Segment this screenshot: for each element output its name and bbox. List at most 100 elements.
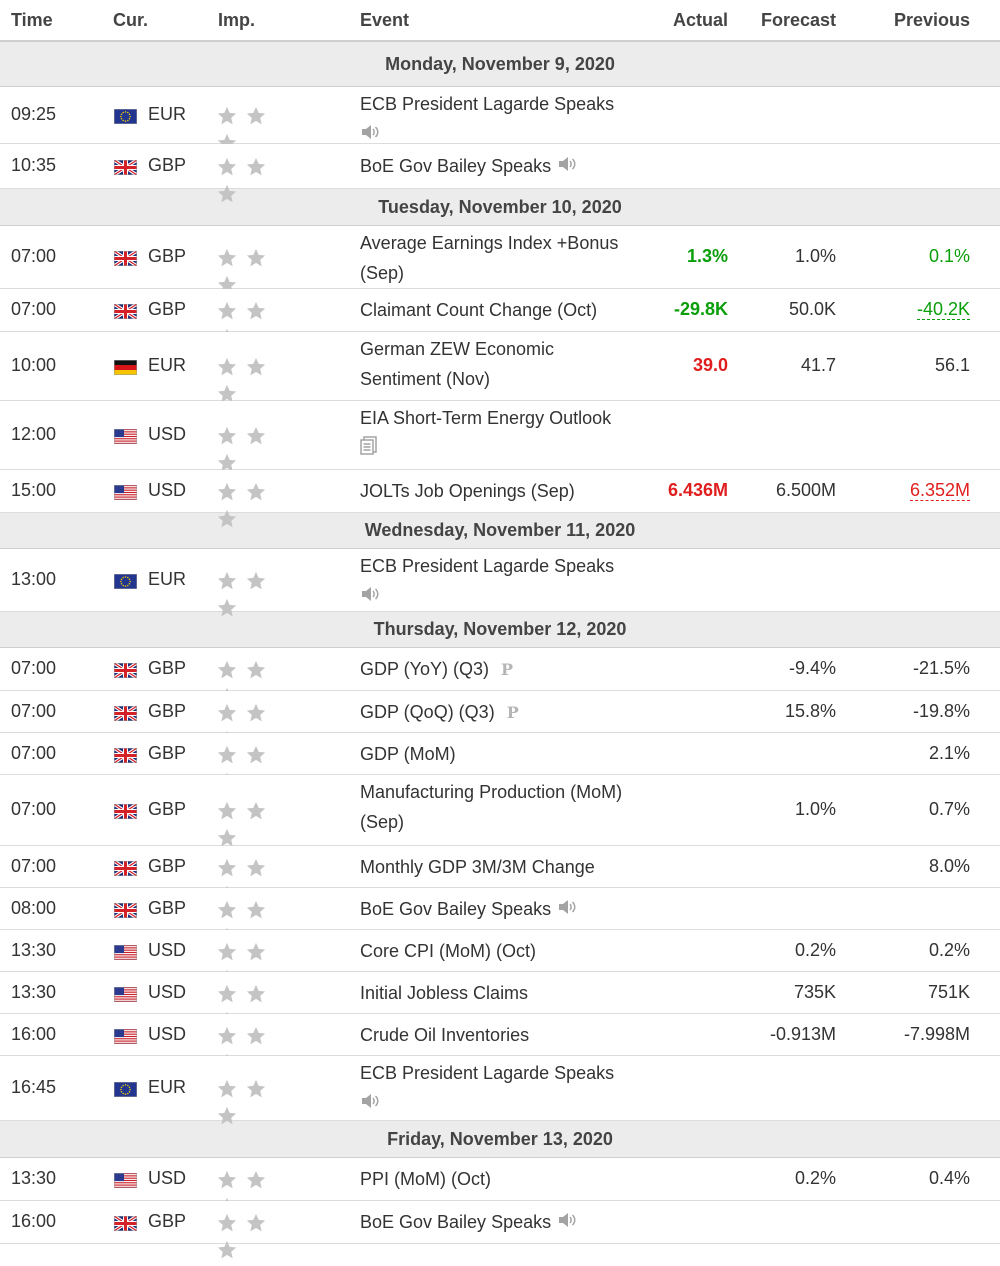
col-actual-header[interactable]: Actual	[672, 10, 728, 30]
event-name[interactable]: EIA Short-Term Energy Outlook	[360, 403, 650, 464]
report-icon[interactable]	[360, 434, 378, 464]
event-row[interactable]: 13:00 EUR ECB President Lagarde Speaks	[0, 549, 1000, 617]
event-title[interactable]: Claimant Count Change (Oct)	[360, 300, 598, 320]
event-title[interactable]: ECB President Lagarde Speaks	[360, 556, 615, 576]
event-name[interactable]: BoE Gov Bailey Speaks	[360, 151, 650, 182]
col-importance-header[interactable]: Imp.	[218, 10, 256, 30]
event-name[interactable]: German ZEW Economic Sentiment (Nov)	[360, 334, 650, 394]
event-name[interactable]: Claimant Count Change (Oct)	[360, 295, 650, 325]
event-time: 13:30	[11, 939, 57, 960]
col-forecast-header[interactable]: Forecast	[760, 10, 836, 30]
event-row[interactable]: 09:25 EUR ECB President Lagarde Speaks	[0, 87, 1000, 152]
star-icon	[216, 183, 238, 210]
event-title[interactable]: BoE Gov Bailey Speaks	[360, 156, 552, 176]
event-currency: USD	[148, 939, 187, 960]
event-row[interactable]: 13:30 USD Core CPI (MoM) (Oct) 0.2% 0.2%	[0, 930, 1000, 987]
star-icon	[245, 659, 267, 686]
event-name[interactable]: ECB President Lagarde Speaks	[360, 551, 650, 612]
event-row[interactable]: 07:00 GBP Manufacturing Production (MoM) (S…	[0, 775, 1000, 847]
speaker-icon[interactable]	[557, 895, 577, 925]
event-previous: 56.1	[935, 355, 970, 376]
event-title[interactable]: BoE Gov Bailey Speaks	[360, 1212, 552, 1232]
speaker-icon[interactable]	[557, 152, 577, 182]
event-row[interactable]: 16:00 USD Crude Oil Inventories -0.913M -7.9…	[0, 1014, 1000, 1071]
event-row[interactable]: 10:35 GBP BoE Gov Bailey Speaks	[0, 144, 1000, 203]
event-title[interactable]: Average Earnings Index +Bonus	[360, 233, 619, 253]
event-title[interactable]: BoE Gov Bailey Speaks	[360, 898, 552, 919]
event-row[interactable]: 07:00 GBP Claimant Count Change (Oct) -29.8…	[0, 289, 1000, 347]
event-title-line2[interactable]: Sentiment (Nov)	[360, 369, 491, 389]
event-currency: GBP	[148, 299, 187, 319]
speaker-icon[interactable]	[360, 120, 380, 150]
event-title[interactable]: GDP (QoQ) (Q3)	[360, 701, 495, 722]
event-title[interactable]: JOLTs Job Openings (Sep)	[360, 481, 575, 501]
event-row[interactable]: 07:00 GBP Monthly GDP 3M/3M Change 8.0%	[0, 846, 1000, 903]
star-icon	[245, 800, 267, 827]
event-title-line2[interactable]: (Sep)	[360, 263, 405, 283]
event-title[interactable]: GDP (YoY) (Q3)	[360, 659, 490, 679]
speaker-icon[interactable]	[557, 1208, 577, 1238]
event-name[interactable]: Manufacturing Production (MoM) (Sep)	[360, 777, 650, 837]
event-previous: 0.7%	[929, 799, 970, 820]
event-title[interactable]: Crude Oil Inventories	[360, 1024, 530, 1045]
event-title[interactable]: Manufacturing Production (MoM)	[360, 782, 623, 802]
event-row[interactable]: 13:30 USD PPI (MoM) (Oct) 0.2% 0.4%	[0, 1158, 1000, 1216]
event-previous-value: 0.4%	[928, 1168, 970, 1188]
event-row[interactable]: 08:00 GBP BoE Gov Bailey Speaks	[0, 888, 1000, 945]
speaker-icon[interactable]	[360, 582, 380, 612]
event-title[interactable]: ECB President Lagarde Speaks	[360, 94, 615, 114]
event-forecast-value: 6.500M	[775, 480, 836, 500]
event-previous-value: 0.1%	[928, 246, 970, 266]
col-event-header[interactable]: Event	[360, 10, 410, 30]
event-name[interactable]: ECB President Lagarde Speaks	[360, 1058, 650, 1119]
event-forecast: 6.500M	[776, 480, 836, 501]
event-time: 07:00	[11, 246, 57, 266]
event-row[interactable]: 07:00 GBP GDP (MoM) 2.1%	[0, 733, 1000, 790]
col-currency-header[interactable]: Cur.	[113, 10, 149, 30]
event-title[interactable]: GDP (MoM)	[360, 743, 456, 764]
event-title[interactable]: PPI (MoM) (Oct)	[360, 1169, 491, 1189]
speaker-icon[interactable]	[360, 1089, 380, 1119]
event-previous-value[interactable]: -40.2K	[916, 299, 970, 320]
star-icon	[216, 570, 238, 597]
event-name[interactable]: PPI (MoM) (Oct)	[360, 1164, 650, 1194]
event-title[interactable]: Core CPI (MoM) (Oct)	[360, 940, 537, 961]
event-row[interactable]: 07:00 GBP Average Earnings Index +Bonus (Se…	[0, 226, 1000, 294]
importance-stars	[216, 156, 300, 203]
event-row[interactable]: 07:00 GBP GDP (YoY) (Q3) P -9.4% -21.5%	[0, 648, 1000, 706]
event-title[interactable]: German ZEW Economic	[360, 339, 555, 359]
event-row[interactable]: 12:00 USD EIA Short-Term Energy Outlook	[0, 401, 1000, 472]
event-row[interactable]: 16:45 EUR ECB President Lagarde Speaks	[0, 1056, 1000, 1125]
event-row[interactable]: 15:00 USD JOLTs Job Openings (Sep) 6.436M 6.…	[0, 470, 1000, 528]
event-name[interactable]: BoE Gov Bailey Speaks	[360, 894, 650, 925]
event-title[interactable]: Initial Jobless Claims	[360, 982, 529, 1003]
event-previous-value: -7.998M	[903, 1023, 970, 1044]
event-title[interactable]: EIA Short-Term Energy Outlook	[360, 408, 612, 428]
event-name[interactable]: GDP (MoM)	[360, 739, 650, 769]
event-title[interactable]: ECB President Lagarde Speaks	[360, 1063, 615, 1083]
event-name[interactable]: ECB President Lagarde Speaks	[360, 89, 650, 150]
event-name[interactable]: GDP (YoY) (Q3) P	[360, 654, 650, 685]
event-forecast-value: 50.0K	[788, 299, 836, 319]
event-previous-value: 56.1	[934, 355, 970, 375]
event-title[interactable]: Monthly GDP 3M/3M Change	[360, 856, 595, 877]
event-previous-value[interactable]: 6.352M	[909, 480, 970, 501]
event-name[interactable]: Initial Jobless Claims	[360, 978, 650, 1008]
event-name[interactable]: BoE Gov Bailey Speaks	[360, 1207, 650, 1238]
event-row[interactable]: 13:30 USD Initial Jobless Claims 735K 751K	[0, 972, 1000, 1029]
event-name[interactable]: Core CPI (MoM) (Oct)	[360, 936, 650, 966]
event-name[interactable]: GDP (QoQ) (Q3) P	[360, 697, 650, 728]
event-name[interactable]: Monthly GDP 3M/3M Change	[360, 852, 650, 882]
event-title-line2[interactable]: (Sep)	[360, 812, 405, 832]
event-name[interactable]: JOLTs Job Openings (Sep)	[360, 476, 650, 506]
event-name[interactable]: Average Earnings Index +Bonus (Sep)	[360, 228, 650, 288]
col-previous-header[interactable]: Previous	[893, 10, 970, 30]
event-currency: GBP	[148, 155, 187, 175]
event-name[interactable]: Crude Oil Inventories	[360, 1020, 650, 1050]
event-currency: EUR	[148, 104, 187, 124]
event-row[interactable]: 16:00 GBP BoE Gov Bailey Speaks	[0, 1201, 1000, 1259]
event-row[interactable]: 07:00 GBP GDP (QoQ) (Q3) P 15.8% -19.8%	[0, 691, 1000, 748]
event-row[interactable]: 10:00 EUR German ZEW Economic Sentiment (No…	[0, 332, 1000, 403]
event-time: 15:00	[11, 480, 57, 500]
col-time-header[interactable]: Time	[11, 10, 53, 30]
